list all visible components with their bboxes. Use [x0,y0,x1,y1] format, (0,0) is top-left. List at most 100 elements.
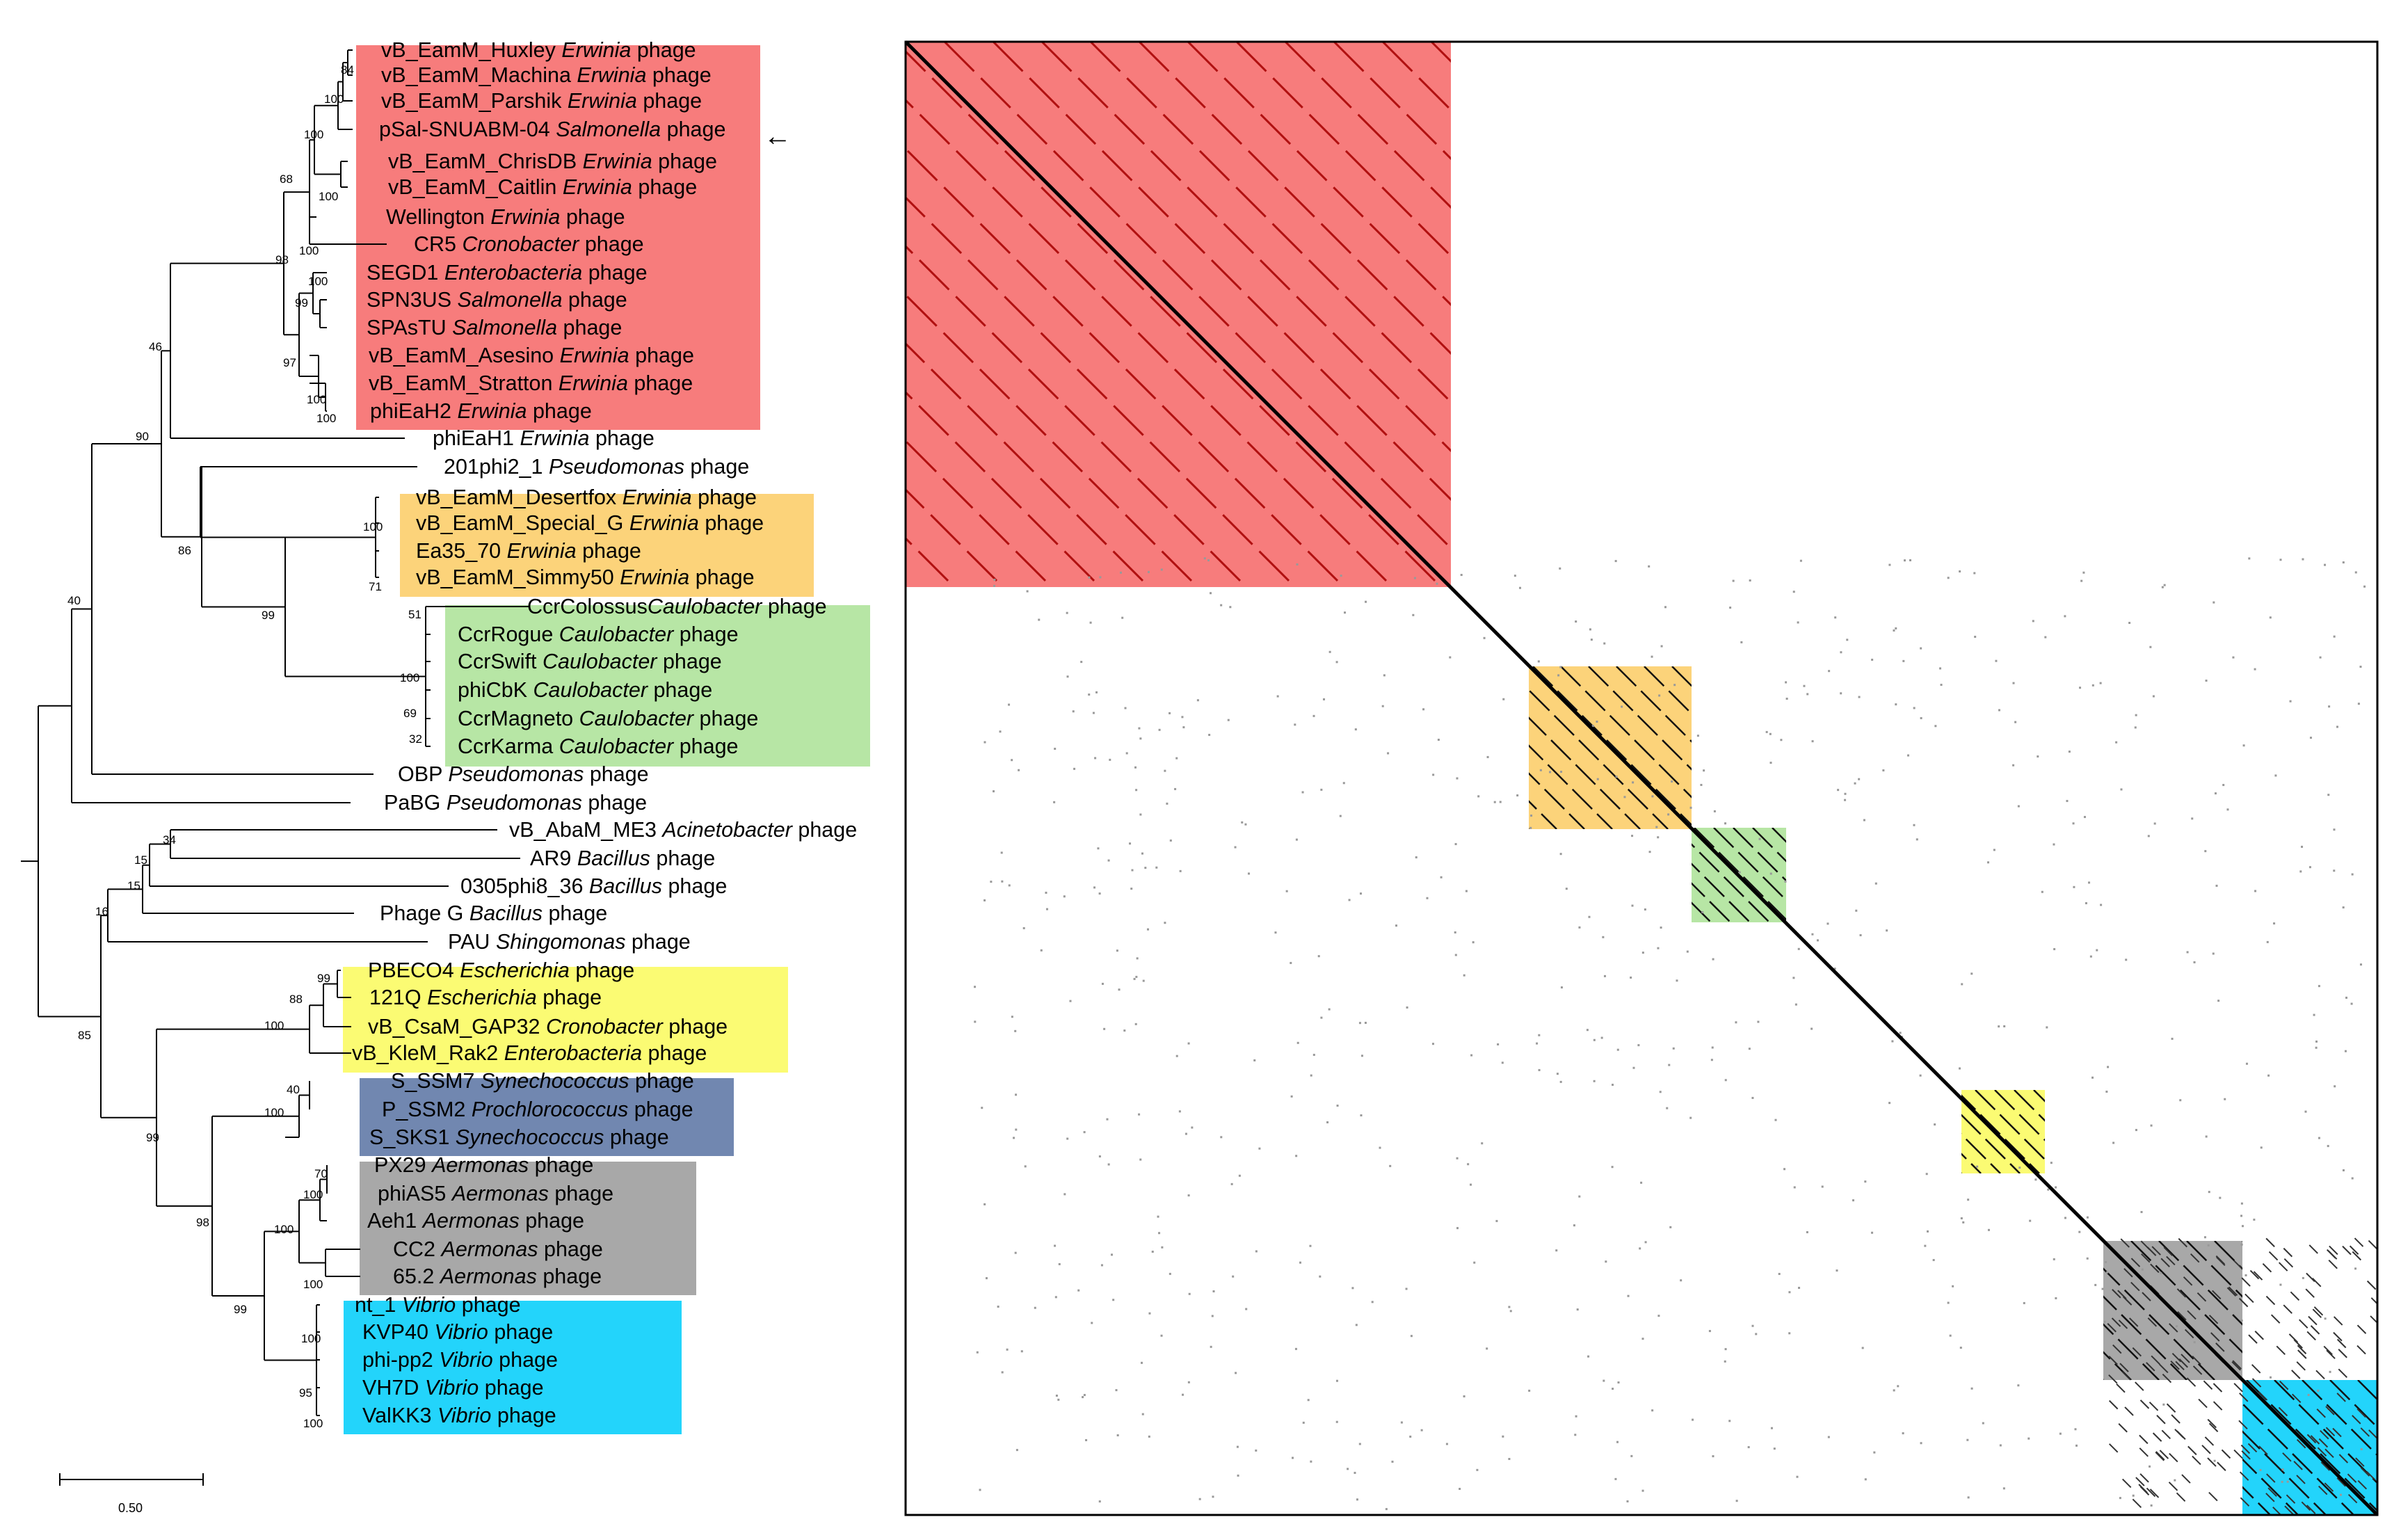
taxon-label: PaBG Pseudomonas phage [384,791,647,815]
bootstrap-value: 34 [163,833,176,847]
bootstrap-value: 98 [275,253,289,266]
taxon-label: vB_EamM_ChrisDB Erwinia phage [388,150,717,173]
taxon-label: vB_EamM_Parshik Erwinia phage [381,89,702,113]
taxon-label: vB_KleM_Rak2 Enterobacteria phage [352,1041,707,1065]
bootstrap-value: 85 [78,1029,91,1042]
bootstrap-value: 100 [316,412,336,425]
taxon-label: OBP Pseudomonas phage [398,762,649,786]
taxon-label: vB_EamM_Huxley Erwinia phage [381,38,696,62]
taxon-label: PAU Shingomonas phage [448,930,691,954]
bootstrap-value: 100 [274,1223,294,1236]
bootstrap-value: 100 [308,275,328,288]
dot-plot [904,40,2379,1516]
bootstrap-value: 97 [283,356,296,369]
dotplot-block-red [906,42,1451,587]
bootstrap-value: 100 [304,128,323,141]
taxon-label: phiCbK Caulobacter phage [458,678,712,702]
bootstrap-value: 100 [307,393,326,406]
bootstrap-value: 100 [303,1417,323,1430]
phylogenetic-tree: vB_EamM_Huxley Erwinia phagevB_EamM_Mach… [21,38,870,1515]
taxon-label: CcrRogue Caulobacter phage [458,623,739,646]
self-match-diagonal [904,40,2379,1516]
bootstrap-value: 88 [289,993,303,1006]
taxon-label: 0305phi8_36 Bacillus phage [460,874,727,898]
arrow-marker: ← [764,121,792,152]
taxon-label: SPN3US Salmonella phage [367,288,627,312]
taxon-label: CcrKarma Caulobacter phage [458,735,739,758]
dotplot-block-green [1692,828,1786,922]
bootstrap-value: 90 [136,430,149,443]
taxon-label: phiEaH1 Erwinia phage [433,426,655,450]
bootstrap-value: 68 [280,173,293,186]
bootstrap-value: 70 [314,1167,328,1180]
dotplot-block-orange [1529,666,1692,829]
taxon-label: CcrColossusCaulobacter phage [527,595,827,618]
clade-box-orange [400,494,814,597]
taxon-label: AR9 Bacillus phage [530,847,715,870]
taxon-label: PX29 Aermonas phage [374,1153,593,1177]
dotplot-background-matches [974,557,2377,1515]
bootstrap-value: 99 [317,972,330,985]
bootstrap-value: 99 [262,609,275,622]
bootstrap-value: 40 [67,594,81,607]
clade-box-green [445,605,870,767]
taxon-label: phiEaH2 Erwinia phage [370,399,592,423]
taxon-label: ValKK3 Vibrio phage [362,1404,556,1427]
bootstrap-value: 16 [95,905,109,918]
bootstrap-value: 71 [369,580,382,593]
bootstrap-value: 100 [303,1278,323,1291]
bootstrap-value: 100 [400,671,419,684]
taxon-label: 201phi2_1 Pseudomonas phage [444,455,749,479]
taxon-label: S_SSM7 Synechococcus phage [391,1069,694,1093]
clade-box-yellow [343,967,788,1073]
taxon-label: CcrMagneto Caulobacter phage [458,707,758,730]
clade-highlight-boxes [343,45,870,1434]
taxon-label: vB_EamM_Asesino Erwinia phage [369,344,694,367]
taxon-label: CcrSwift Caulobacter phage [458,650,722,673]
taxon-label: SEGD1 Enterobacteria phage [367,261,648,284]
taxon-label: vB_AbaM_ME3 Acinetobacter phage [509,818,857,842]
bootstrap-value: 100 [299,244,319,257]
bootstrap-value: 100 [301,1332,321,1345]
taxon-label: phiAS5 Aermonas phage [378,1182,613,1205]
dotplot-frame [904,40,2379,1516]
taxon-label: vB_EamM_Machina Erwinia phage [381,63,712,87]
bootstrap-value: 98 [196,1216,209,1229]
taxon-label: PBECO4 Escherichia phage [368,959,634,982]
clade-box-red [356,45,760,430]
taxon-label: vB_EamM_Special_G Erwinia phage [416,511,764,535]
taxon-label: P_SSM2 Prochlorococcus phage [382,1098,693,1121]
taxon-label: pSal-SNUABM-04 Salmonella phage [379,118,725,141]
taxon-label: SPAsTU Salmonella phage [367,316,622,339]
taxon-label: CR5 Cronobacter phage [414,232,644,256]
bootstrap-value: 100 [303,1188,323,1201]
taxon-label: vB_EamM_Simmy50 Erwinia phage [416,566,755,589]
bootstrap-value: 99 [146,1131,159,1144]
taxon-label: CC2 Aermonas phage [393,1237,603,1261]
clade-box-cyan [344,1301,682,1434]
bootstrap-value: 40 [287,1083,300,1096]
bootstrap-value: 86 [178,544,191,557]
taxon-labels: vB_EamM_Huxley Erwinia phagevB_EamM_Mach… [352,38,857,1427]
taxon-label: KVP40 Vibrio phage [362,1320,553,1344]
bootstrap-value: 32 [409,732,422,746]
bootstrap-value: 100 [264,1106,284,1119]
bootstrap-value: 100 [264,1019,284,1032]
clade-box-gray [360,1162,696,1295]
bootstrap-value: 100 [363,520,383,534]
taxon-label: vB_EamM_Stratton Erwinia phage [369,371,693,395]
taxon-label: vB_EamM_Caitlin Erwinia phage [388,175,697,199]
taxon-label: 65.2 Aermonas phage [393,1265,602,1288]
taxon-label: Wellington Erwinia phage [386,205,625,229]
taxon-label: Ea35_70 Erwinia phage [416,539,641,563]
clade-box-blue [360,1078,734,1156]
scale-label: 0.50 [118,1501,143,1515]
bootstrap-value: 15 [134,853,147,867]
taxon-label: S_SKS1 Synechococcus phage [369,1125,669,1149]
taxon-label: Phage G Bacillus phage [380,901,607,925]
taxon-label: phi-pp2 Vibrio phage [362,1348,558,1372]
bootstrap-value: 15 [127,879,140,892]
bootstrap-value: 46 [149,340,162,353]
bootstrap-value: 84 [341,63,354,77]
